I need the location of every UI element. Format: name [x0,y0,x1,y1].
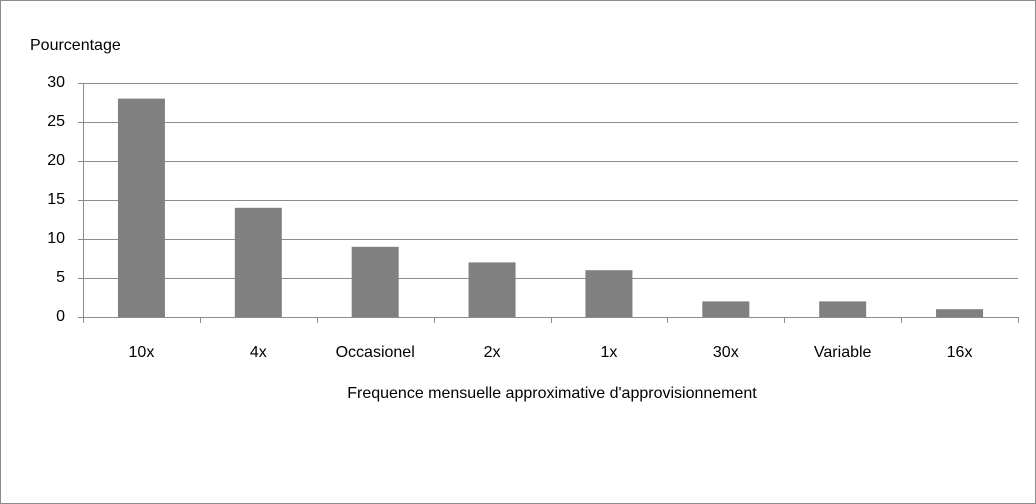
x-tick-label: 4x [250,344,267,361]
y-tick-label: 30 [47,74,65,91]
x-tick-label: 2x [484,344,501,361]
x-tick-label: Variable [814,344,872,361]
y-tick-label: 25 [47,113,65,130]
x-tick-label: 10x [129,344,155,361]
bar [819,301,867,317]
bar [351,246,399,317]
x-axis-label: Frequence mensuelle approximative d'appr… [347,385,757,402]
bar [234,207,282,317]
x-tick-label: 1x [600,344,617,361]
bar [936,309,984,317]
y-tick-label: 15 [47,191,65,208]
bar [585,270,633,317]
bar [702,301,750,317]
x-tick-label: Occasionel [336,344,415,361]
y-tick-label: 0 [56,308,65,325]
bar [468,262,516,317]
y-tick-label: 5 [56,269,65,286]
y-tick-label: 20 [47,152,65,169]
y-axis-label: Pourcentage [30,37,121,54]
y-tick-label: 10 [47,230,65,247]
bar [117,98,165,317]
x-tick-label: 16x [947,344,973,361]
x-tick-label: 30x [713,344,739,361]
